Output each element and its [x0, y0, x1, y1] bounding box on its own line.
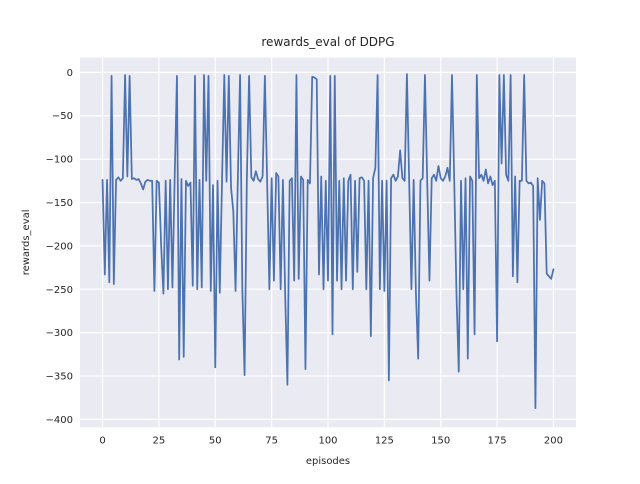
y-tick-label: −100 [46, 155, 73, 166]
y-tick-label: −200 [46, 241, 73, 252]
x-tick-label: 100 [318, 436, 337, 447]
reward-line [101, 73, 555, 409]
y-tick-label: −150 [46, 198, 73, 209]
y-tick-label: −300 [46, 328, 73, 339]
x-tick-label: 175 [488, 436, 507, 447]
tick-labels: 0 25 50 75 100 125 150 175 200 0 −50 −100 −150 −200 −2… [46, 68, 563, 447]
y-tick-label: −400 [46, 415, 73, 426]
chart-title: rewards_eval of DDPG [261, 35, 394, 49]
x-tick-label: 50 [209, 436, 222, 447]
x-tick-label: 75 [265, 436, 278, 447]
y-axis-label: rewards_eval [21, 209, 32, 275]
y-tick-label: 0 [67, 68, 73, 79]
y-tick-label: −50 [52, 111, 73, 122]
x-tick-label: 150 [431, 436, 450, 447]
y-tick-label: −350 [46, 372, 73, 383]
x-axis-label: episodes [306, 456, 350, 467]
y-tick-label: −250 [46, 285, 73, 296]
line-series [101, 73, 555, 409]
x-tick-label: 125 [375, 436, 394, 447]
x-tick-label: 200 [544, 436, 563, 447]
x-tick-label: 0 [99, 436, 105, 447]
x-tick-label: 25 [153, 436, 166, 447]
